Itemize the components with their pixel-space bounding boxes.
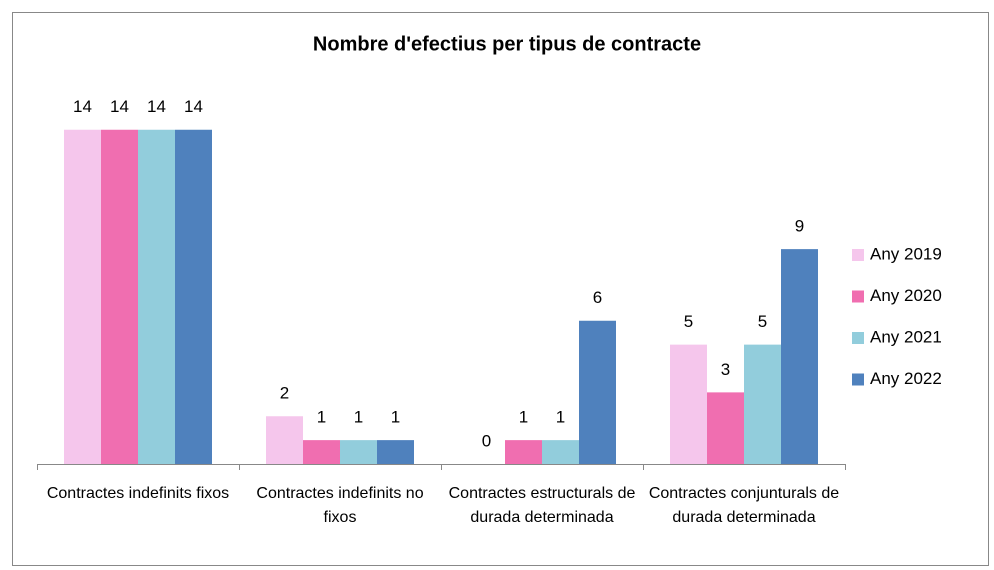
- bar: [101, 129, 138, 464]
- bar: [266, 416, 303, 464]
- legend-label: Any 2020: [870, 286, 942, 305]
- legend-swatch: [852, 249, 864, 261]
- data-label: 14: [73, 97, 92, 116]
- x-tick-label: Contractes indefinits no fixos: [256, 485, 424, 526]
- bar: [744, 344, 781, 464]
- bar: [175, 129, 212, 464]
- data-label: 9: [795, 217, 804, 236]
- bar: [579, 320, 616, 464]
- legend-swatch: [852, 373, 864, 386]
- bar: [707, 392, 744, 464]
- data-label: 2: [280, 384, 289, 403]
- data-label: 1: [391, 408, 400, 427]
- data-label: 3: [721, 360, 730, 379]
- bar: [670, 344, 707, 464]
- bar: [377, 440, 414, 464]
- data-label: 14: [110, 97, 129, 116]
- bar: [303, 440, 340, 464]
- data-label: 14: [147, 97, 166, 116]
- data-label: 14: [184, 97, 203, 116]
- x-tick-label: Contractes conjunturals de durada determ…: [648, 485, 840, 526]
- bar: [138, 129, 175, 464]
- chart-title: Nombre d'efectius per tipus de contracte: [313, 33, 701, 55]
- x-tick-label: Contractes estructurals de durada determ…: [448, 485, 636, 526]
- bar: [64, 129, 101, 464]
- bar: [542, 440, 579, 464]
- bar: [781, 249, 818, 464]
- data-label: 1: [519, 408, 528, 427]
- legend-swatch: [852, 332, 864, 344]
- x-tick-label: Contractes indefinits fixos: [46, 485, 230, 502]
- data-label: 6: [593, 288, 602, 307]
- bar: [340, 440, 377, 464]
- legend-swatch: [852, 290, 864, 303]
- legend-label: Any 2019: [870, 244, 942, 263]
- data-label: 1: [556, 408, 565, 427]
- data-label: 1: [317, 408, 326, 427]
- data-label: 0: [482, 431, 491, 450]
- legend-label: Any 2022: [870, 369, 942, 388]
- bar: [505, 440, 542, 464]
- data-label: 1: [354, 408, 363, 427]
- data-label: 5: [684, 312, 693, 331]
- data-label: 5: [758, 312, 767, 331]
- legend-label: Any 2021: [870, 327, 942, 346]
